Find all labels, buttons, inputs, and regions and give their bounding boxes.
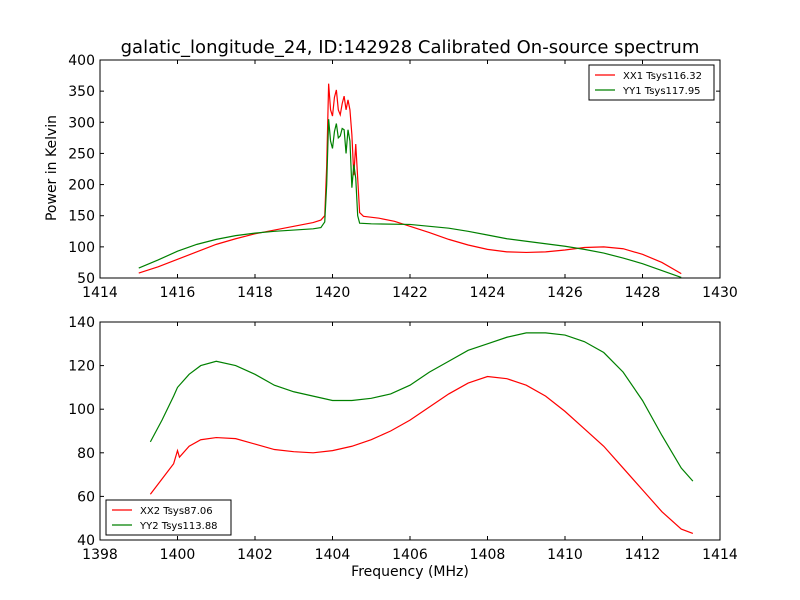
legend-label: YY1 Tsys117.95 bbox=[622, 86, 701, 97]
bottom-chart-panel: 1398 1400 1402 1404 1406 1408 1410 1412 1414 40 60… bbox=[68, 315, 738, 563]
x-tick-label: 1416 bbox=[160, 285, 196, 301]
x-tick-label: 1430 bbox=[702, 285, 738, 301]
x-tick-label: 1406 bbox=[392, 547, 428, 563]
y-tick-label: 50 bbox=[77, 271, 95, 287]
legend: XX2 Tsys87.06 YY2 Tsys113.88 bbox=[105, 499, 232, 536]
x-tick-label: 1428 bbox=[625, 285, 661, 301]
y-tick-label: 150 bbox=[68, 209, 95, 225]
y-tick-label: 250 bbox=[68, 146, 95, 162]
legend-box bbox=[588, 64, 715, 101]
y-tick-label: 120 bbox=[68, 359, 95, 375]
y-tick-label: 350 bbox=[68, 84, 95, 100]
legend-label: YY2 Tsys113.88 bbox=[139, 521, 218, 532]
y-tick-label: 60 bbox=[77, 489, 95, 505]
legend-label: XX1 Tsys116.32 bbox=[623, 71, 702, 82]
y-tick-label: 40 bbox=[77, 533, 95, 549]
x-tick-label: 1426 bbox=[547, 285, 583, 301]
x-tick-label: 1412 bbox=[625, 547, 661, 563]
x-tick-label: 1398 bbox=[82, 547, 118, 563]
x-tick-label: 1400 bbox=[160, 547, 196, 563]
x-tick-label: 1420 bbox=[315, 285, 351, 301]
series-line-2-2 bbox=[149, 332, 694, 482]
chart-title: galatic_longitude_24, ID:142928 Calibrat… bbox=[121, 37, 700, 58]
x-axis-label: Frequency (MHz) bbox=[351, 564, 469, 580]
x-tick-label: 1404 bbox=[315, 547, 351, 563]
y-tick-label: 100 bbox=[68, 402, 95, 418]
x-tick-label: 1424 bbox=[470, 285, 506, 301]
y-tick-label: 140 bbox=[68, 315, 95, 331]
x-tick-label: 1422 bbox=[392, 285, 428, 301]
y-tick-label: 300 bbox=[68, 115, 95, 131]
y-tick-label: 80 bbox=[77, 446, 95, 462]
series-line-2-1 bbox=[149, 375, 694, 535]
top-chart-panel: 1414 1416 1418 1420 1422 1424 1426 1428 1430 50 10… bbox=[68, 53, 738, 301]
legend: XX1 Tsys116.32 YY1 Tsys117.95 bbox=[588, 64, 715, 101]
x-tick-label: 1418 bbox=[237, 285, 273, 301]
legend-label: XX2 Tsys87.06 bbox=[140, 506, 213, 517]
y-axis-label: Power in Kelvin bbox=[44, 115, 60, 221]
y-tick-label: 100 bbox=[68, 240, 95, 256]
y-tick-label: 400 bbox=[68, 53, 95, 69]
series-line-1-2 bbox=[138, 119, 682, 278]
x-tick-label: 1410 bbox=[547, 547, 583, 563]
x-tick-label: 1414 bbox=[702, 547, 738, 563]
x-tick-label: 1414 bbox=[82, 285, 118, 301]
y-tick-label: 200 bbox=[68, 178, 95, 194]
series-line-1-1 bbox=[138, 83, 682, 275]
x-tick-label: 1402 bbox=[237, 547, 273, 563]
x-tick-label: 1408 bbox=[470, 547, 506, 563]
legend-box bbox=[105, 499, 232, 536]
